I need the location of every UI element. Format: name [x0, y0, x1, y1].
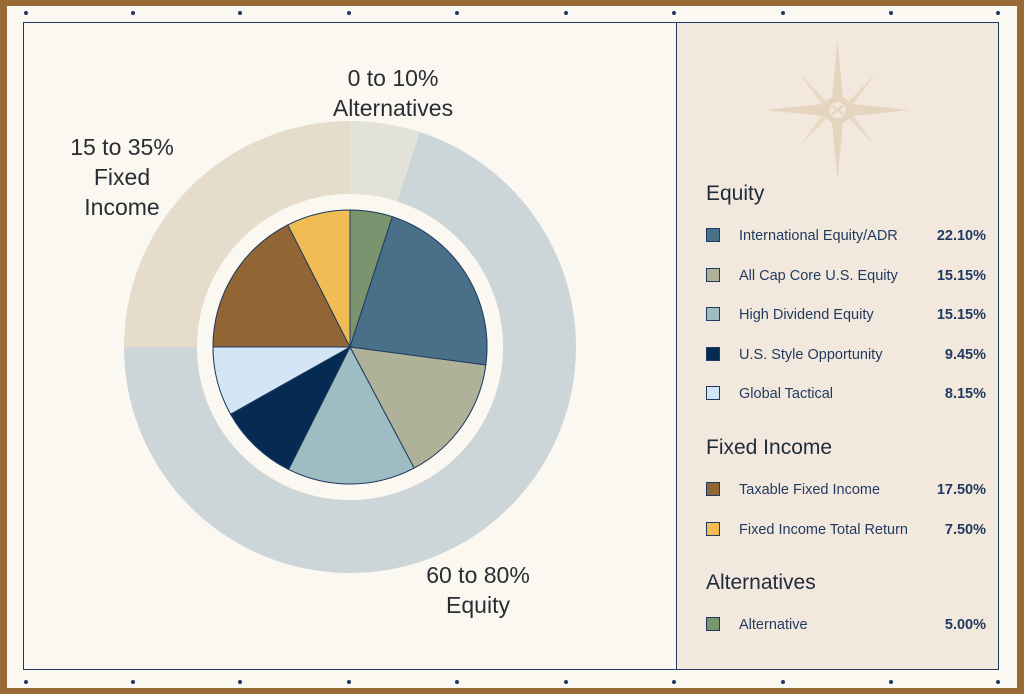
frame-dot [996, 11, 1000, 15]
pie-slice-international-equity-adr [349, 216, 488, 366]
legend-group-title: Alternatives [706, 571, 816, 594]
pie [212, 209, 488, 485]
frame-dot [24, 680, 28, 684]
legend-swatch [706, 521, 720, 536]
legend-label: All Cap Core U.S. Equity [739, 267, 898, 284]
legend-item: High Dividend Equity 15.15% [706, 305, 986, 325]
legend-item: International Equity/ADR 22.10% [706, 226, 986, 246]
frame-dot [455, 11, 459, 15]
outer-ring-fixed-income [124, 121, 350, 347]
frame-dot [24, 11, 28, 15]
frame-dot [564, 11, 568, 15]
legend-label: Taxable Fixed Income [739, 482, 881, 498]
ring-label-equity: 60 to 80% Equity [426, 562, 530, 618]
legend-label: Alternative [739, 617, 808, 633]
legend-value: 15.15% [936, 307, 986, 324]
legend-label: U.S. Style Opportunity [739, 346, 883, 363]
legend-swatch [706, 617, 720, 631]
frame-dot [238, 11, 242, 15]
legend-label: International Equity/ADR [739, 228, 898, 244]
legend-value: 22.10% [936, 228, 986, 244]
frame-dot [672, 680, 676, 684]
pie-slice-all-cap-core-u-s-equity [349, 346, 487, 469]
legend-label: Global Tactical [739, 386, 834, 403]
chart-frame [23, 22, 999, 670]
legend-item: U.S. Style Opportunity 9.45% [706, 345, 986, 365]
frame-dot [781, 11, 785, 15]
legend-value: 5.00% [944, 617, 986, 633]
frame-dot [564, 680, 568, 684]
pie-slice-high-dividend-equity [287, 345, 415, 485]
pie-slice-fixed-income-total-return [287, 209, 351, 348]
frame-dot [238, 680, 242, 684]
legend-swatch [706, 386, 720, 401]
ring-label-alternatives: 0 to 10% Alternatives [332, 65, 454, 121]
legend-item: All Cap Core U.S. Equity 15.15% [706, 266, 986, 286]
legend-value: 17.50% [936, 482, 986, 498]
legend-item: Global Tactical 8.15% [706, 384, 986, 404]
legend-item: Taxable Fixed Income 17.50% [706, 480, 986, 500]
frame-dot [347, 11, 351, 15]
outer-ring-alternatives [350, 121, 420, 202]
legend-value: 9.45% [944, 346, 986, 363]
allocation-chart [124, 121, 576, 574]
legend-swatch [706, 267, 720, 282]
legend-swatch [706, 228, 720, 242]
frame-dot [131, 680, 135, 684]
legend-group-title: Fixed Income [706, 436, 833, 459]
ring-label-fixed-income: 15 to 35% Fixed Income [70, 134, 174, 220]
legend-label: High Dividend Equity [739, 307, 874, 324]
legend-swatch [706, 307, 720, 322]
legend-label: Fixed Income Total Return [739, 521, 908, 538]
frame-dot [781, 680, 785, 684]
frame-dot [672, 11, 676, 15]
frame-dot [889, 680, 893, 684]
outer-ring [124, 121, 576, 574]
legend-item: Alternative 5.00% [706, 615, 986, 635]
frame-dot [889, 11, 893, 15]
frame-dot [131, 11, 135, 15]
outer-ring-equity [124, 132, 576, 574]
frame-dot [996, 680, 1000, 684]
pie-slice-taxable-fixed-income [212, 224, 351, 348]
legend-swatch [706, 346, 720, 361]
frame-dot [455, 680, 459, 684]
frame-dot [347, 680, 351, 684]
legend-group-title: Equity [706, 182, 765, 205]
legend-value: 7.50% [944, 521, 986, 538]
legend-item: Fixed Income Total Return 7.50% [706, 520, 986, 540]
legend-value: 15.15% [936, 267, 986, 284]
legend-swatch [706, 482, 720, 496]
pie-slice-u-s-style-opportunity [229, 345, 352, 471]
legend-value: 8.15% [944, 386, 986, 403]
compass-rose-icon [765, 40, 910, 180]
